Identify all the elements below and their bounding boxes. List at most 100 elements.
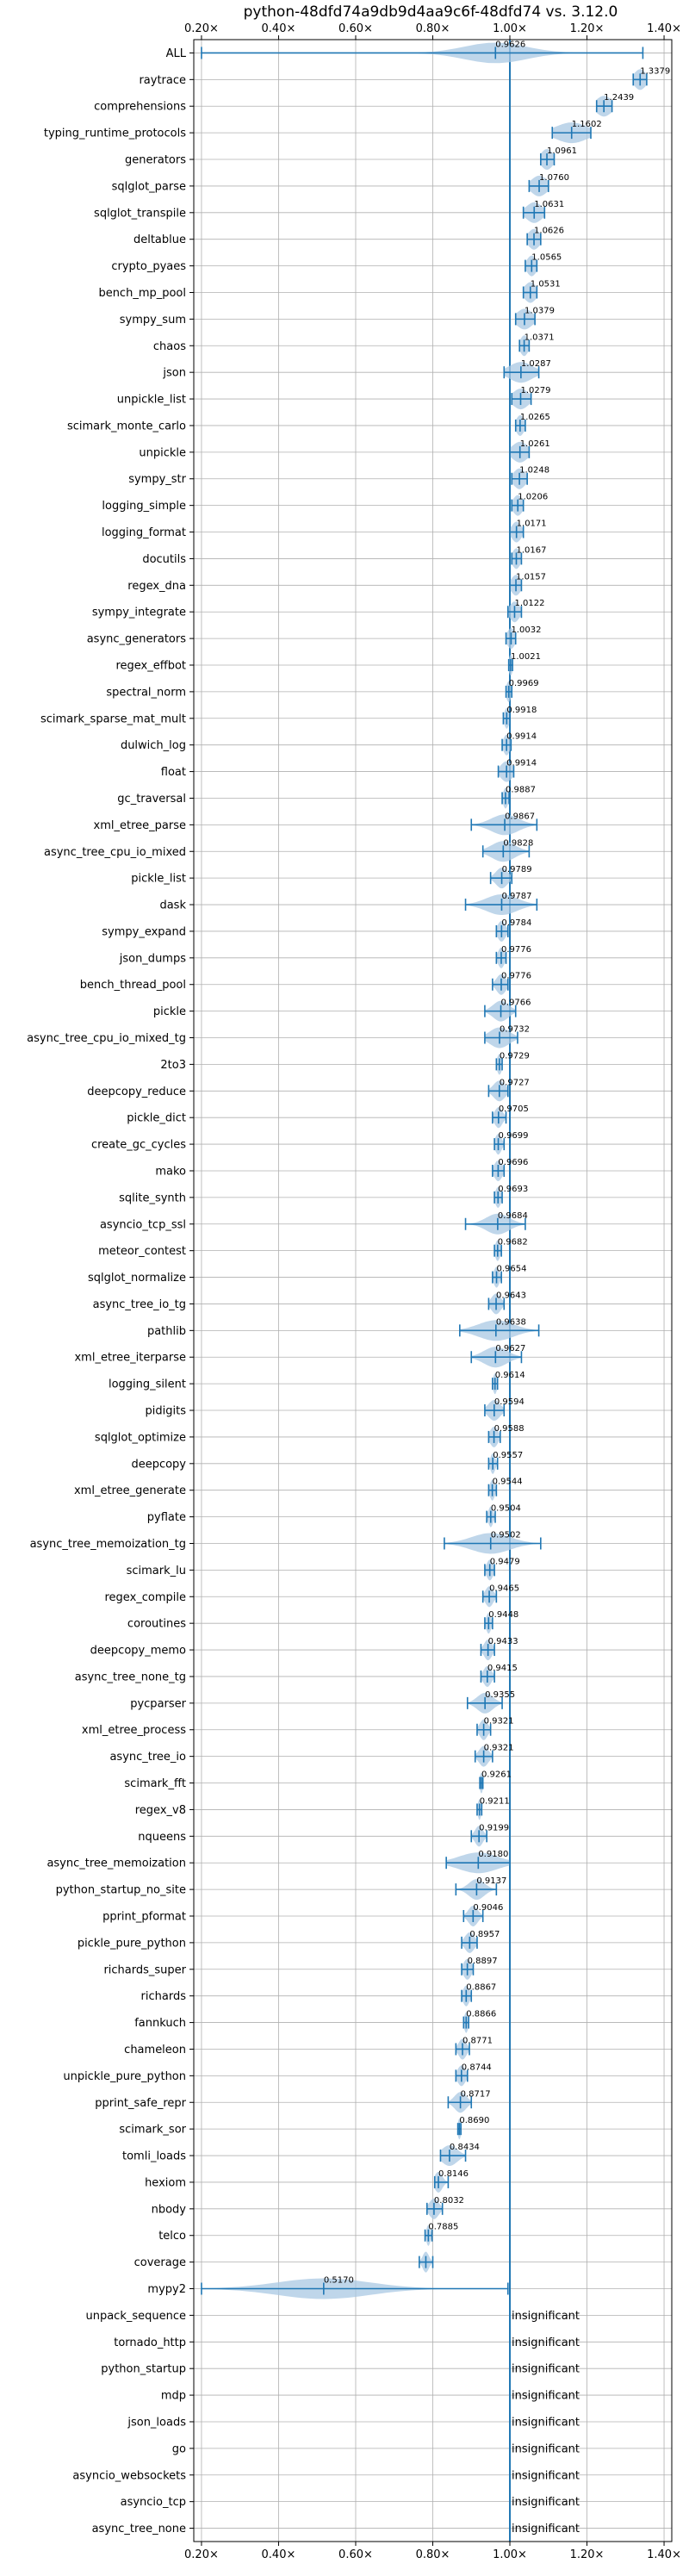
benchmark-label: pickle_list: [131, 873, 186, 886]
value-label: 0.9594: [494, 1397, 525, 1407]
benchmark-label: json_dumps: [119, 952, 186, 965]
value-label: 0.9727: [500, 1078, 530, 1087]
x-tick-label-top: 0.40×: [262, 22, 296, 35]
benchmark-label: unpickle_list: [117, 394, 186, 407]
x-tick-label-top: 0.60×: [338, 22, 373, 35]
benchmark-label: deltablue: [133, 233, 186, 246]
benchmark-label: 2to3: [160, 1059, 186, 1072]
value-label: 1.0122: [514, 599, 544, 608]
value-label: 0.9969: [509, 679, 539, 688]
value-label: 1.0021: [511, 652, 541, 662]
value-label: 0.9643: [496, 1291, 526, 1300]
value-label: 0.5170: [324, 2276, 354, 2286]
marks-layer: [201, 40, 648, 2542]
benchmark-label: logging_silent: [109, 1378, 186, 1391]
benchmark-label: mdp: [161, 2390, 186, 2403]
value-label: 0.9684: [498, 1211, 528, 1221]
value-label: 0.8744: [462, 2063, 492, 2072]
value-label: 1.0265: [520, 413, 550, 422]
benchmark-label: tomli_loads: [122, 2150, 186, 2163]
benchmark-label: scimark_sparse_mat_mult: [40, 712, 186, 725]
benchmark-label: mako: [155, 1165, 186, 1178]
benchmark-label: json_loads: [127, 2416, 186, 2429]
benchmark-label: sympy_sum: [120, 314, 186, 327]
value-label: 1.0032: [511, 625, 541, 635]
benchmark-label: chameleon: [124, 2044, 186, 2056]
benchmark-label: dulwich_log: [121, 739, 186, 752]
benchmark-label: scimark_fft: [124, 1777, 186, 1790]
value-label: 0.9137: [476, 1876, 506, 1886]
x-tick-label-bottom: 1.40×: [647, 2548, 681, 2561]
benchmark-label: logging_format: [102, 526, 186, 539]
x-tick-label-bottom: 1.20×: [570, 2548, 605, 2561]
benchmark-label: meteor_contest: [98, 1245, 186, 1258]
benchmark-label: unpack_sequence: [85, 2310, 186, 2323]
value-label: 0.8690: [459, 2116, 489, 2125]
benchmark-label: async_tree_cpu_io_mixed: [44, 846, 186, 859]
benchmark-label: raytrace: [139, 74, 186, 87]
benchmark-label: asyncio_tcp: [121, 2496, 186, 2509]
x-tick-label-bottom: 0.20×: [184, 2548, 219, 2561]
value-label: 1.0167: [516, 545, 546, 555]
x-tick-label-top: 0.20×: [184, 22, 219, 35]
value-label: 1.0261: [520, 439, 550, 449]
benchmark-label: crypto_pyaes: [111, 260, 186, 273]
insignificant-label: insignificant: [512, 2310, 580, 2323]
value-label: 1.0961: [547, 146, 577, 156]
benchmark-label: scimark_monte_carlo: [67, 420, 186, 432]
value-label: 0.9887: [506, 785, 536, 794]
value-label: 0.8867: [466, 1983, 496, 1993]
value-label: 0.9479: [490, 1557, 520, 1566]
benchmark-label: regex_v8: [135, 1804, 186, 1817]
value-label: 0.9682: [498, 1238, 528, 1248]
benchmark-label: deepcopy: [131, 1458, 186, 1471]
benchmark-label: bench_mp_pool: [98, 287, 186, 300]
insignificant-label: insignificant: [512, 2416, 580, 2429]
benchmark-label: async_tree_none: [92, 2523, 186, 2536]
value-label: 0.9828: [503, 838, 533, 848]
value-label: 0.8957: [469, 1930, 500, 1939]
value-label: 0.9867: [505, 812, 535, 821]
benchmark-label: async_tree_none_tg: [75, 1671, 186, 1683]
value-label: 1.0206: [518, 493, 548, 502]
x-tick-label-top: 0.80×: [416, 22, 450, 35]
value-label: 0.9699: [499, 1131, 529, 1141]
benchmark-label: richards_super: [103, 1963, 186, 1976]
benchmark-label: pycparser: [130, 1697, 186, 1710]
benchmark-label: regex_effbot: [115, 660, 186, 673]
insignificant-label: insignificant: [512, 2336, 580, 2349]
value-label: 0.9180: [478, 1850, 508, 1859]
value-label: 0.9502: [491, 1530, 521, 1540]
benchmark-label: pyflate: [147, 1511, 186, 1524]
benchmark-label: docutils: [142, 553, 186, 566]
value-label: 0.9504: [491, 1504, 521, 1514]
benchmark-label: coroutines: [127, 1618, 186, 1631]
value-label: 0.9732: [500, 1025, 530, 1035]
benchmark-label: chaos: [153, 340, 186, 353]
benchmark-label: deepcopy_reduce: [87, 1086, 186, 1098]
benchmark-label: sympy_expand: [102, 925, 186, 938]
benchmark-label: nqueens: [138, 1831, 186, 1844]
insignificant-label: insignificant: [512, 2363, 580, 2376]
value-label: 0.9211: [480, 1796, 510, 1806]
value-label: 0.9261: [481, 1770, 512, 1780]
benchmark-label: sympy_str: [128, 473, 186, 486]
benchmark-label: asyncio_tcp_ssl: [100, 1218, 186, 1231]
value-label: 0.8771: [462, 2036, 493, 2045]
x-tick-label-bottom: 1.00×: [493, 2548, 527, 2561]
benchmark-label: unpickle_pure_python: [63, 2070, 186, 2083]
benchmark-label: xml_etree_parse: [94, 819, 186, 832]
x-tick-label-top: 1.00×: [493, 22, 527, 35]
value-label: 1.0371: [525, 333, 555, 342]
benchmark-label: ALL: [166, 47, 187, 60]
benchmark-label: deepcopy_memo: [90, 1645, 186, 1658]
value-label: 1.0379: [525, 306, 555, 315]
value-label: 0.8897: [468, 1957, 498, 1966]
value-label: 0.9766: [501, 999, 531, 1008]
benchmark-label: gc_traversal: [117, 793, 186, 806]
value-label: 0.9918: [506, 706, 537, 715]
benchmark-label: telco: [158, 2230, 186, 2243]
benchmark-label: dask: [159, 899, 186, 912]
benchmark-label: pidigits: [146, 1405, 187, 1418]
benchmark-label: async_tree_cpu_io_mixed_tg: [27, 1032, 186, 1045]
